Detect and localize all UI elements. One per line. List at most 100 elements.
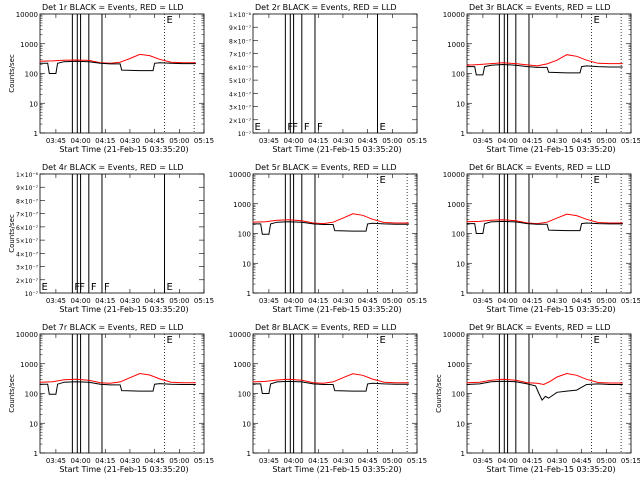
y-tick-label: 1000	[447, 201, 465, 209]
y-tick-label: 1	[461, 290, 465, 298]
x-tick-label: 04:00	[283, 457, 303, 465]
x-tick-label: 04:15	[308, 297, 328, 305]
y-tick-label: 10000	[16, 331, 38, 339]
series-line-lld	[39, 372, 196, 384]
y-tick-label: 1	[461, 450, 465, 458]
y-tick-label: 1	[247, 290, 251, 298]
attenuator-label: E	[254, 122, 260, 133]
x-tick-label: 05:15	[621, 137, 640, 145]
x-tick-label: 04:45	[358, 457, 378, 465]
x-tick-label: 05:00	[382, 137, 402, 145]
x-tick-label: 05:15	[621, 457, 640, 465]
x-axis-label: Start Time (21-Feb-15 03:35:20)	[59, 305, 188, 314]
panel-det-3: Det 3r BLACK = Events, RED = LLD 03:45 04:…	[443, 3, 640, 154]
attenuator-label: F	[74, 282, 80, 293]
plot-frame	[252, 333, 418, 454]
y-axis-label: Counts/sec	[435, 374, 443, 413]
plot-frame	[39, 13, 205, 134]
y-tick-label: 100	[452, 391, 465, 399]
x-tick-label: 05:00	[169, 137, 189, 145]
y-tick-label: 2×10⁻⁷	[16, 278, 39, 285]
y-tick-label: 4×10⁻⁷	[229, 91, 252, 98]
attenuator-label: F	[287, 122, 293, 133]
x-tick-label: 04:30	[120, 457, 140, 465]
x-tick-label: 04:45	[145, 457, 165, 465]
x-tick-label: 04:45	[145, 137, 165, 145]
y-tick-label: 6×10⁻⁷	[229, 65, 252, 72]
series-line-events	[252, 221, 409, 235]
x-tick-label: 04:15	[522, 297, 542, 305]
attenuator-label: E	[41, 282, 47, 293]
x-tick-label: 04:15	[95, 137, 115, 145]
attenuator-label: E	[380, 175, 386, 186]
x-tick-label: 04:45	[358, 137, 378, 145]
x-tick-label: 04:00	[283, 137, 303, 145]
x-tick-label: 05:15	[407, 297, 427, 305]
x-axis-label: Start Time (21-Feb-15 03:35:20)	[59, 145, 188, 154]
y-tick-label: 8×10⁻⁷	[229, 38, 252, 45]
attenuator-label: F	[317, 122, 323, 133]
series-line-lld	[252, 373, 409, 384]
y-tick-label: 4×10⁻⁷	[16, 251, 39, 258]
x-tick-label: 04:30	[547, 297, 567, 305]
panel-det-1: Det 1r BLACK = Events, RED = LLD 03:45 04:…	[8, 3, 214, 154]
plot-frame	[252, 173, 418, 294]
x-tick-label: 05:15	[194, 457, 214, 465]
series-line-lld	[466, 213, 623, 225]
x-tick-label: 04:30	[333, 137, 353, 145]
x-tick-label: 04:30	[547, 457, 567, 465]
y-tick-label: 8×10⁻⁷	[16, 198, 39, 205]
attenuator-label: E	[380, 335, 386, 346]
y-tick-label: 10	[456, 420, 465, 428]
x-axis-label: Start Time (21-Feb-15 03:35:20)	[272, 305, 401, 314]
x-tick-label: 04:45	[572, 457, 592, 465]
y-tick-label: 6×10⁻⁷	[16, 225, 39, 232]
y-tick-label: 1	[461, 130, 465, 138]
x-tick-label: 05:00	[169, 457, 189, 465]
panel-title: Det 3r BLACK = Events, RED = LLD	[469, 3, 611, 12]
x-tick-label: 05:15	[194, 297, 214, 305]
y-tick-label: 3×10⁻⁷	[16, 265, 39, 272]
y-tick-label: 9×10⁻⁷	[229, 25, 252, 32]
x-tick-label: 04:45	[572, 137, 592, 145]
plot-frame	[466, 13, 632, 134]
y-tick-label: 1000	[20, 41, 38, 49]
y-tick-label: 10000	[229, 171, 251, 179]
panel-det-6: Det 6r BLACK = Events, RED = LLD 03:45 04:…	[443, 163, 640, 314]
x-tick-label: 03:45	[259, 137, 279, 145]
x-tick-label: 04:00	[497, 457, 517, 465]
x-axis-label: Start Time (21-Feb-15 03:35:20)	[486, 465, 615, 474]
attenuator-label: E	[594, 175, 600, 186]
y-tick-label: 3×10⁻⁷	[229, 105, 252, 112]
panel-title: Det 2r BLACK = Events, RED = LLD	[255, 3, 397, 12]
y-axis-label: Counts/sec	[8, 374, 16, 413]
panel-title: Det 8r BLACK = Events, RED = LLD	[255, 323, 397, 332]
y-tick-label: 1000	[447, 361, 465, 369]
attenuator-label: E	[594, 15, 600, 26]
x-tick-label: 04:30	[547, 137, 567, 145]
y-tick-label: 10⁻⁷	[25, 291, 39, 298]
plot-frame	[252, 13, 418, 134]
x-tick-label: 05:00	[382, 297, 402, 305]
x-tick-label: 03:45	[46, 297, 66, 305]
series-line-events	[39, 381, 196, 395]
attenuator-label: F	[292, 122, 298, 133]
x-tick-label: 05:15	[194, 137, 214, 145]
y-tick-label: 7×10⁻⁷	[229, 52, 252, 59]
attenuator-label: F	[104, 282, 110, 293]
y-tick-label: 10000	[443, 331, 465, 339]
x-tick-label: 04:15	[95, 457, 115, 465]
y-tick-label: 10	[456, 100, 465, 108]
x-tick-label: 03:45	[46, 137, 66, 145]
x-tick-label: 04:00	[497, 137, 517, 145]
y-tick-label: 1	[34, 450, 38, 458]
x-tick-label: 04:15	[308, 137, 328, 145]
x-tick-label: 04:00	[283, 297, 303, 305]
y-tick-label: 100	[452, 71, 465, 79]
y-tick-label: 1000	[447, 41, 465, 49]
y-tick-label: 10⁻⁷	[238, 131, 252, 138]
x-axis-label: Start Time (21-Feb-15 03:35:20)	[486, 305, 615, 314]
y-tick-label: 10	[29, 100, 38, 108]
attenuator-label: F	[79, 282, 85, 293]
x-tick-label: 04:30	[120, 297, 140, 305]
